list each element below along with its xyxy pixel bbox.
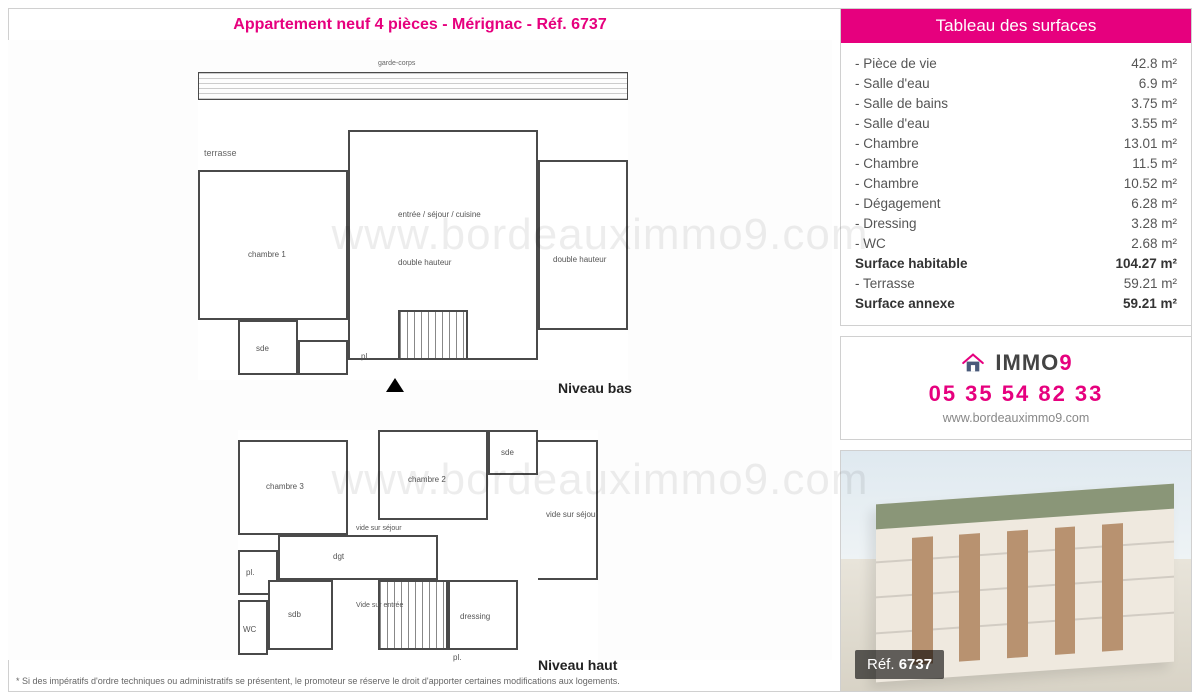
surface-value: 59.21 m² — [1124, 276, 1177, 291]
surface-label: Surface habitable — [855, 256, 968, 271]
label-dgt: dgt — [333, 552, 344, 561]
stairs-lower — [378, 580, 448, 650]
surface-row: - Salle d'eau 6.9 m² — [855, 73, 1177, 93]
floorplan-container: terrasse garde-corps chambre 1 entrée / … — [8, 40, 832, 660]
surface-label: - Dressing — [855, 216, 917, 231]
surface-row: - Chambre 11.5 m² — [855, 153, 1177, 173]
surface-label: - Salle d'eau — [855, 76, 930, 91]
ref-badge: Réf. 6737 — [855, 650, 944, 679]
surface-label: - Chambre — [855, 136, 919, 151]
label-vide-sejour2: vide sur séjour — [546, 510, 598, 519]
listing-title: Appartement neuf 4 pièces - Mérignac - R… — [8, 16, 832, 34]
level-bas-label: Niveau bas — [558, 380, 632, 396]
brand-prefix: IMMO — [995, 350, 1059, 375]
surface-row: - Chambre 10.52 m² — [855, 173, 1177, 193]
room-dgt — [278, 535, 438, 580]
label-wc: WC — [243, 625, 256, 634]
contact-panel: IMMO9 05 35 54 82 33 www.bordeauximmo9.c… — [840, 336, 1192, 440]
terrace-top — [198, 72, 628, 100]
surface-value: 2.68 m² — [1131, 236, 1177, 251]
label-vide-sejour: vide sur séjour — [356, 525, 402, 532]
label-chambre3: chambre 3 — [266, 482, 304, 491]
label-sdb: sdb — [288, 610, 301, 619]
surface-row: - Dégagement 6.28 m² — [855, 193, 1177, 213]
floorplan-level-bas: terrasse garde-corps chambre 1 entrée / … — [198, 100, 628, 380]
surface-value: 3.28 m² — [1131, 216, 1177, 231]
terrace-label: terrasse — [204, 148, 237, 158]
stairs-upper — [398, 310, 468, 360]
contact-phone: 05 35 54 82 33 — [851, 381, 1181, 407]
side-column: Tableau des surfaces - Pièce de vie 42.8 … — [840, 8, 1192, 692]
surface-row: - Chambre 13.01 m² — [855, 133, 1177, 153]
surface-row: Surface annexe 59.21 m² — [855, 293, 1177, 313]
surface-value: 104.27 m² — [1115, 256, 1177, 271]
label-sde-upper: sde — [256, 344, 269, 353]
room-chambre1 — [198, 170, 348, 320]
surface-label: - Salle d'eau — [855, 116, 930, 131]
entry-marker-icon — [386, 378, 404, 392]
surface-label: - Dégagement — [855, 196, 941, 211]
surface-row: - Salle d'eau 3.55 m² — [855, 113, 1177, 133]
surface-label: - Terrasse — [855, 276, 915, 291]
surface-label: - Pièce de vie — [855, 56, 937, 71]
label-chambre2: chambre 2 — [408, 475, 446, 484]
surface-value: 11.5 m² — [1132, 156, 1177, 171]
surface-label: - WC — [855, 236, 886, 251]
surface-label: - Chambre — [855, 156, 919, 171]
surfaces-list: - Pièce de vie 42.8 m² - Salle d'eau 6.9 m²… — [841, 43, 1191, 325]
room-pl-upper — [298, 340, 348, 375]
surface-label: Surface annexe — [855, 296, 955, 311]
surface-value: 59.21 m² — [1123, 296, 1177, 311]
surface-value: 6.9 m² — [1139, 76, 1177, 91]
surface-value: 6.28 m² — [1131, 196, 1177, 211]
level-haut-label: Niveau haut — [538, 657, 617, 673]
disclaimer-text: * Si des impératifs d'ordre techniques o… — [16, 676, 620, 686]
surface-label: - Salle de bains — [855, 96, 948, 111]
label-pl-upper: pl. — [361, 352, 369, 361]
surfaces-header: Tableau des surfaces — [841, 9, 1191, 43]
surface-row: Surface habitable 104.27 m² — [855, 253, 1177, 273]
label-dh1: double hauteur — [398, 258, 451, 267]
label-sde-lower: sde — [501, 448, 514, 457]
brand-suffix: 9 — [1059, 350, 1072, 375]
surface-row: - Dressing 3.28 m² — [855, 213, 1177, 233]
surface-row: - WC 2.68 m² — [855, 233, 1177, 253]
surface-row: - Pièce de vie 42.8 m² — [855, 53, 1177, 73]
label-dh2: double hauteur — [553, 255, 606, 264]
surface-value: 13.01 m² — [1124, 136, 1177, 151]
surface-label: - Chambre — [855, 176, 919, 191]
photo-panel: Réf. 6737 — [840, 450, 1192, 692]
surface-value: 42.8 m² — [1131, 56, 1177, 71]
surface-value: 10.52 m² — [1124, 176, 1177, 191]
brand-text: IMMO9 — [995, 350, 1072, 376]
label-vide-entree: Vide sur entrée — [356, 602, 403, 609]
brand-logo: IMMO9 — [851, 349, 1181, 377]
label-chambre1: chambre 1 — [248, 250, 286, 259]
label-pl-lower: pl. — [453, 653, 461, 662]
label-entree: entrée / séjour / cuisine — [398, 210, 481, 219]
surface-value: 3.55 m² — [1131, 116, 1177, 131]
surfaces-panel: Tableau des surfaces - Pièce de vie 42.8 … — [840, 8, 1192, 326]
ref-label: Réf. — [867, 656, 895, 673]
label-pl-left: pl. — [246, 568, 254, 577]
house-icon — [959, 349, 987, 377]
garde-corps-label: garde-corps — [378, 60, 415, 67]
surface-row: - Terrasse 59.21 m² — [855, 273, 1177, 293]
ref-number: 6737 — [899, 656, 932, 673]
surface-row: - Salle de bains 3.75 m² — [855, 93, 1177, 113]
label-dressing: dressing — [460, 612, 490, 621]
floorplan-level-haut: chambre 3 chambre 2 sde vide sur séjour … — [238, 430, 598, 670]
contact-website: www.bordeauximmo9.com — [851, 411, 1181, 425]
room-right-open — [538, 160, 628, 330]
surface-value: 3.75 m² — [1131, 96, 1177, 111]
